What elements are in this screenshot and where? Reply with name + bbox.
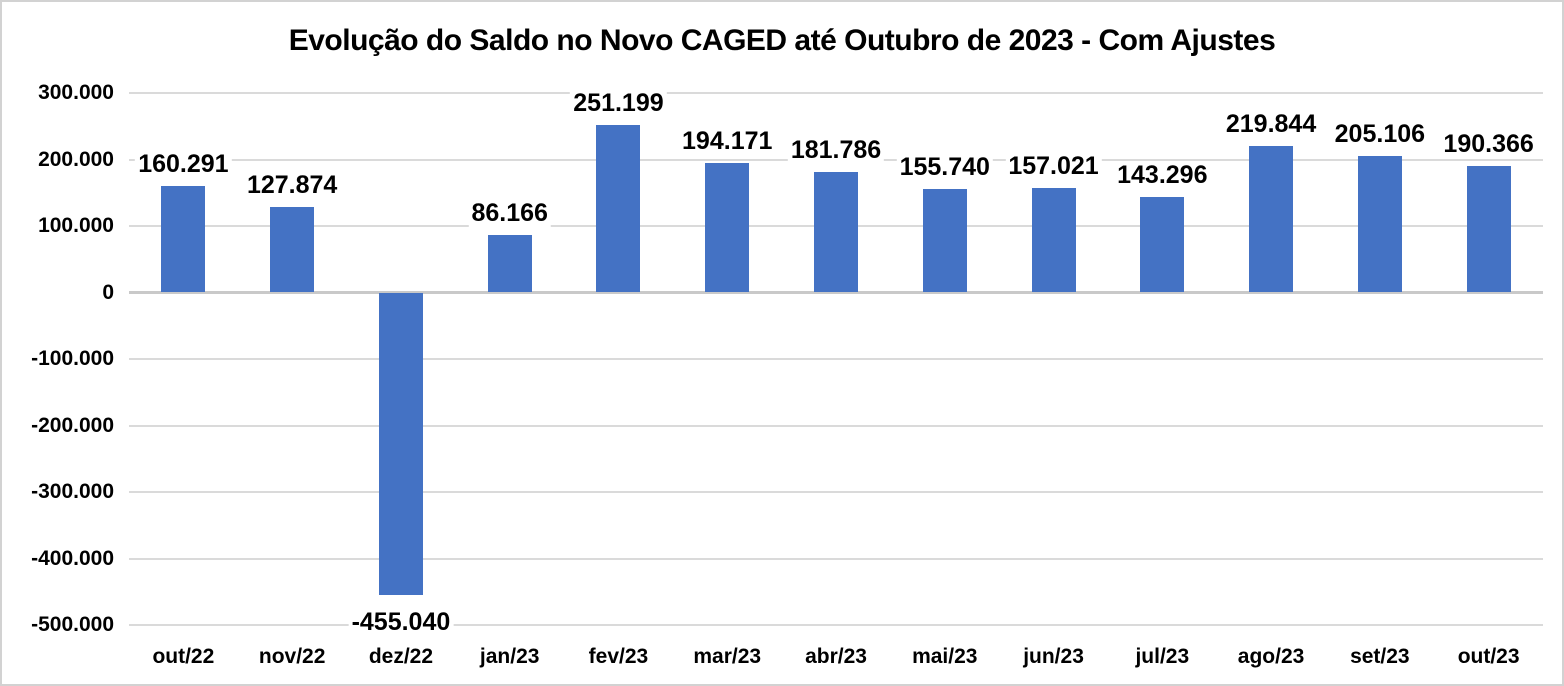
y-tick-label: 300.000 bbox=[38, 81, 114, 104]
x-tick-label-jul-23: jul/23 bbox=[1135, 645, 1190, 668]
y-tick-label: -200.000 bbox=[31, 413, 114, 437]
bar-jun-23 bbox=[1031, 188, 1076, 293]
data-label-abr-23: 181.786 bbox=[787, 135, 885, 164]
bar-jan-23 bbox=[487, 235, 532, 293]
data-label-nov-22: 127.874 bbox=[243, 171, 341, 200]
bar-ago-23 bbox=[1249, 146, 1294, 293]
gridline bbox=[129, 358, 1543, 360]
x-tick-label-out-23: out/23 bbox=[1457, 645, 1520, 668]
y-tick-label: 100.000 bbox=[38, 214, 114, 237]
gridline bbox=[129, 557, 1543, 560]
bar-out-23 bbox=[1466, 165, 1511, 293]
data-label-dez-22: -455.040 bbox=[348, 608, 454, 637]
y-tick-label: -300.000 bbox=[31, 480, 114, 503]
data-label-out-23: 190.366 bbox=[1440, 129, 1537, 158]
x-tick-label-fev-23: fev/23 bbox=[588, 645, 649, 668]
x-tick-label-jun-23: jun/23 bbox=[1023, 645, 1084, 668]
data-label-mar-23: 194.171 bbox=[679, 127, 776, 156]
y-tick-label: 0 bbox=[102, 280, 114, 304]
y-tick-label: -500.000 bbox=[31, 613, 114, 636]
x-tick-label-nov-22: nov/22 bbox=[258, 645, 326, 668]
data-label-ago-23: 219.844 bbox=[1222, 110, 1320, 139]
data-label-fev-23: 251.199 bbox=[570, 89, 667, 118]
bar-fev-23 bbox=[596, 125, 641, 293]
bar-mar-23 bbox=[705, 163, 750, 293]
data-label-set-23: 205.106 bbox=[1331, 120, 1429, 149]
y-tick-label: 200.000 bbox=[38, 147, 114, 171]
bar-dez-22 bbox=[378, 292, 423, 596]
x-tick-label-mar-23: mar/23 bbox=[693, 645, 762, 668]
x-tick-label-set-23: set/23 bbox=[1350, 645, 1410, 668]
x-tick-label-dez-22: dez/22 bbox=[368, 645, 434, 668]
data-label-jun-23: 157.021 bbox=[1005, 152, 1102, 181]
x-tick-label-jan-23: jan/23 bbox=[479, 645, 540, 668]
zero-axis-line bbox=[129, 291, 1543, 294]
x-tick-label-ago-23: ago/23 bbox=[1237, 645, 1305, 668]
data-label-out-22: 160.291 bbox=[135, 149, 232, 178]
bar-set-23 bbox=[1357, 156, 1402, 293]
bar-mai-23 bbox=[922, 188, 967, 293]
data-label-jul-23: 143.296 bbox=[1114, 161, 1211, 190]
x-tick-label-abr-23: abr/23 bbox=[805, 645, 867, 668]
gridline bbox=[129, 92, 1543, 94]
data-label-mai-23: 155.740 bbox=[896, 152, 993, 181]
gridline bbox=[129, 491, 1543, 493]
bar-out-22 bbox=[161, 185, 206, 293]
data-label-jan-23: 86.166 bbox=[468, 199, 551, 228]
x-tick-label-out-22: out/22 bbox=[152, 645, 215, 668]
y-tick-label: -400.000 bbox=[31, 546, 114, 570]
gridline bbox=[129, 424, 1543, 427]
bar-abr-23 bbox=[814, 171, 858, 293]
y-tick-label: -100.000 bbox=[31, 347, 114, 370]
bar-jul-23 bbox=[1140, 197, 1185, 293]
bar-nov-22 bbox=[270, 207, 315, 293]
chart-title: Evolução do Saldo no Novo CAGED até Outu… bbox=[288, 24, 1276, 57]
gridline bbox=[129, 624, 1543, 626]
x-tick-label-mai-23: mai/23 bbox=[912, 645, 978, 668]
